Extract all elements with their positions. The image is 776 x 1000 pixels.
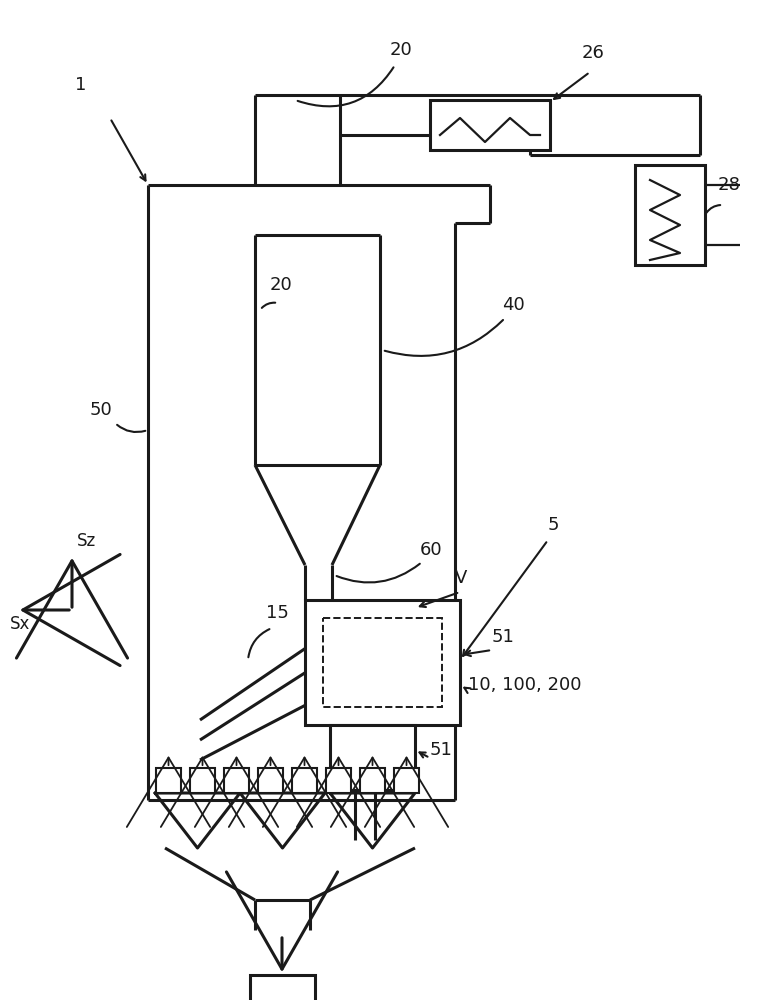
Text: 26: 26 [582,44,605,62]
Bar [326,768,351,793]
Text: 20: 20 [390,41,413,59]
Bar [156,768,181,793]
Text: 20: 20 [270,276,293,294]
Bar [430,100,550,150]
Bar [394,768,419,793]
Bar [635,165,705,265]
Text: 28: 28 [718,176,741,194]
Bar [305,600,460,725]
Text: 10, 100, 200: 10, 100, 200 [468,676,581,694]
Text: 40: 40 [502,296,525,314]
Bar [323,618,442,707]
Bar [360,768,385,793]
Text: 51: 51 [430,741,453,759]
Bar [330,725,415,790]
Text: Sz: Sz [77,532,96,550]
Bar [292,768,317,793]
Bar [250,975,315,1000]
Text: Sx: Sx [10,615,30,633]
Text: 51: 51 [492,628,514,646]
Text: 1: 1 [75,76,86,94]
Bar [224,768,249,793]
Text: 15: 15 [266,604,289,622]
Text: 60: 60 [420,541,442,559]
Text: 50: 50 [90,401,113,419]
Text: 5: 5 [548,516,559,534]
Text: V: V [455,569,467,587]
Bar [258,768,283,793]
Bar [190,768,215,793]
